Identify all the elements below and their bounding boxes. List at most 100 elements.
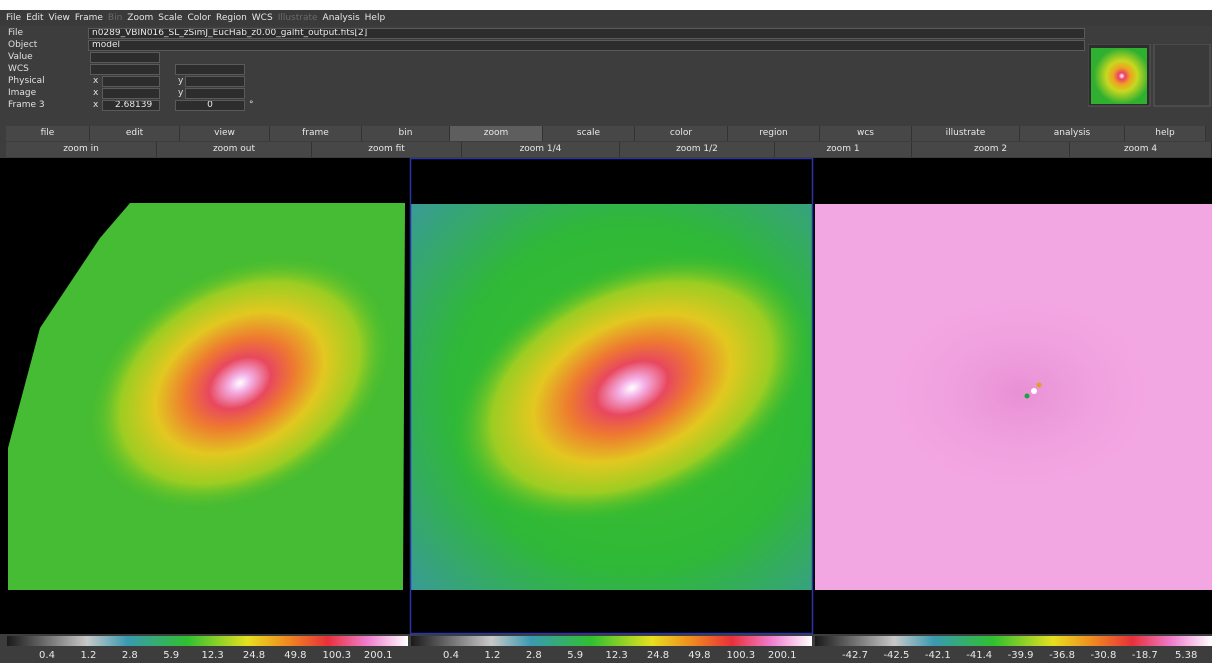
colorbar-tick-label: 200.1	[363, 650, 393, 661]
toolbar-button[interactable]: zoom	[450, 126, 543, 141]
info-label: Image	[8, 88, 37, 98]
menu-item[interactable]: Analysis	[322, 13, 360, 23]
zoom-button[interactable]: zoom 2	[912, 142, 1070, 157]
value-field	[90, 52, 160, 63]
colorbar-tick-label: 5.9	[163, 650, 180, 661]
current-frame-border	[409, 158, 814, 635]
wcs-field	[175, 64, 245, 75]
colorbar-tick-label: 100.3	[322, 650, 352, 661]
colorbar-tick-label: 2.8	[121, 650, 138, 661]
colorbar-tick-label: 24.8	[242, 650, 266, 661]
colorbar-tick-label: 12.3	[201, 650, 224, 661]
colorbar-tick-label: -42.5	[883, 650, 910, 661]
object-field: model	[88, 40, 1085, 51]
colorbar-tick-label: 5.9	[567, 650, 584, 661]
colorbar	[411, 636, 812, 646]
info-label: File	[8, 28, 24, 38]
colorbar-tick-label: -39.9	[1007, 650, 1034, 661]
frames	[0, 158, 1212, 646]
axis-label: x	[93, 88, 99, 98]
toolbar-button[interactable]: edit	[90, 126, 180, 141]
colorbar-tick-label: 12.3	[605, 650, 628, 661]
colorbar-tick-label: -42.7	[842, 650, 868, 661]
image-data	[452, 252, 812, 524]
menu-item: Illustrate	[277, 13, 318, 23]
toolbar-button[interactable]: frame	[270, 126, 362, 141]
toolbar-button[interactable]: file	[6, 126, 90, 141]
image-data	[870, 283, 1170, 503]
zoom-button[interactable]: zoom 1/4	[462, 142, 620, 157]
colorbar-tick-label: 100.3	[726, 650, 756, 661]
zoom-button[interactable]: zoom out	[157, 142, 312, 157]
colorbar-tick-label: 0.4	[39, 650, 55, 661]
info-label: Physical	[8, 76, 45, 86]
colorbar-labels: 0.4 1.2 2.8 5.9 12.3 24.8 49.8 100.3 200.1 0.4 1.2…	[0, 650, 1212, 663]
colorbar-tick-label: 24.8	[646, 650, 670, 661]
menu-item[interactable]: File	[6, 13, 22, 23]
menu-bar: File Edit View Frame Bin Zoom Scale Color Region…	[0, 10, 1212, 26]
axis-label: x	[93, 76, 99, 86]
zoom-button[interactable]: zoom in	[6, 142, 157, 157]
toolbar-button[interactable]: help	[1125, 126, 1206, 141]
image-x-field	[102, 88, 160, 99]
wcs-field	[90, 64, 160, 75]
menu-item[interactable]: Zoom	[127, 13, 154, 23]
menu-item: Bin	[107, 13, 123, 23]
colorbar-tick-label: -36.8	[1049, 650, 1075, 661]
toolbar-button[interactable]: view	[180, 126, 270, 141]
colorbar-tick-label: 200.1	[767, 650, 797, 661]
file-field: n0289_VBIN016_SL_zSimJ_EucHab_z0.00_galf…	[88, 28, 1085, 39]
menu-item[interactable]: WCS	[251, 13, 273, 23]
menu-item[interactable]: Help	[364, 13, 386, 23]
zoom-button[interactable]: zoom 4	[1070, 142, 1212, 157]
button-bar: file edit view frame bin zoom scale color region…	[6, 126, 1212, 141]
axis-label: y	[178, 88, 184, 98]
info-label: Value	[8, 52, 33, 62]
toolbar-button[interactable]: analysis	[1020, 126, 1125, 141]
toolbar-button[interactable]: color	[635, 126, 728, 141]
menu-item[interactable]: View	[48, 13, 70, 23]
toolbar-button[interactable]: illustrate	[912, 126, 1020, 141]
colorbar-tick-label: 0.4	[443, 650, 459, 661]
axis-label: x	[93, 100, 99, 110]
image-data	[85, 253, 395, 513]
unit-label: °	[249, 100, 254, 110]
toolbar-button[interactable]: region	[728, 126, 820, 141]
menu-item[interactable]: Color	[187, 13, 211, 23]
info-label: WCS	[8, 64, 29, 74]
physical-x-field	[102, 76, 160, 87]
zoom-bar: zoom in zoom out zoom fit zoom 1/4 zoom 1/2 z…	[6, 142, 1212, 157]
image-y-field	[185, 88, 245, 99]
frame-angle-field: 0	[175, 100, 245, 111]
physical-y-field	[185, 76, 245, 87]
colorbar-tick-label: -18.7	[1131, 650, 1158, 661]
info-label: Object	[8, 40, 38, 50]
info-label: Frame 3	[8, 100, 45, 110]
menu-item[interactable]: Scale	[158, 13, 183, 23]
panner-thumbnail	[1091, 48, 1147, 104]
image-feature	[1031, 388, 1037, 394]
zoom-button[interactable]: zoom 1/2	[620, 142, 775, 157]
menu-item[interactable]: Frame	[74, 13, 103, 23]
menu-item[interactable]: Region	[215, 13, 247, 23]
zoom-button[interactable]: zoom 1	[775, 142, 912, 157]
frame-zoom-field: 2.68139	[102, 100, 160, 111]
colorbar-tick-label: -42.1	[924, 650, 951, 661]
zoom-button[interactable]: zoom fit	[312, 142, 462, 157]
colorbar	[7, 636, 408, 646]
colorbar-tick-label: 49.8	[688, 650, 711, 661]
toolbar-button[interactable]: scale	[543, 126, 635, 141]
colorbar-tick-label: 1.2	[484, 650, 501, 661]
toolbar-button[interactable]: wcs	[820, 126, 912, 141]
menu-item[interactable]: Edit	[26, 13, 44, 23]
colorbar	[815, 636, 1212, 646]
toolbar-button[interactable]: bin	[362, 126, 450, 141]
axis-label: y	[178, 76, 184, 86]
colorbar-tick-label: 5.38	[1175, 650, 1198, 661]
colorbar-tick-label: 2.8	[525, 650, 542, 661]
colorbar-tick-label: 1.2	[80, 650, 97, 661]
colorbar-tick-label: 49.8	[284, 650, 307, 661]
panner-magnifier	[1088, 44, 1211, 107]
colorbar-tick-label: -30.8	[1090, 650, 1117, 661]
